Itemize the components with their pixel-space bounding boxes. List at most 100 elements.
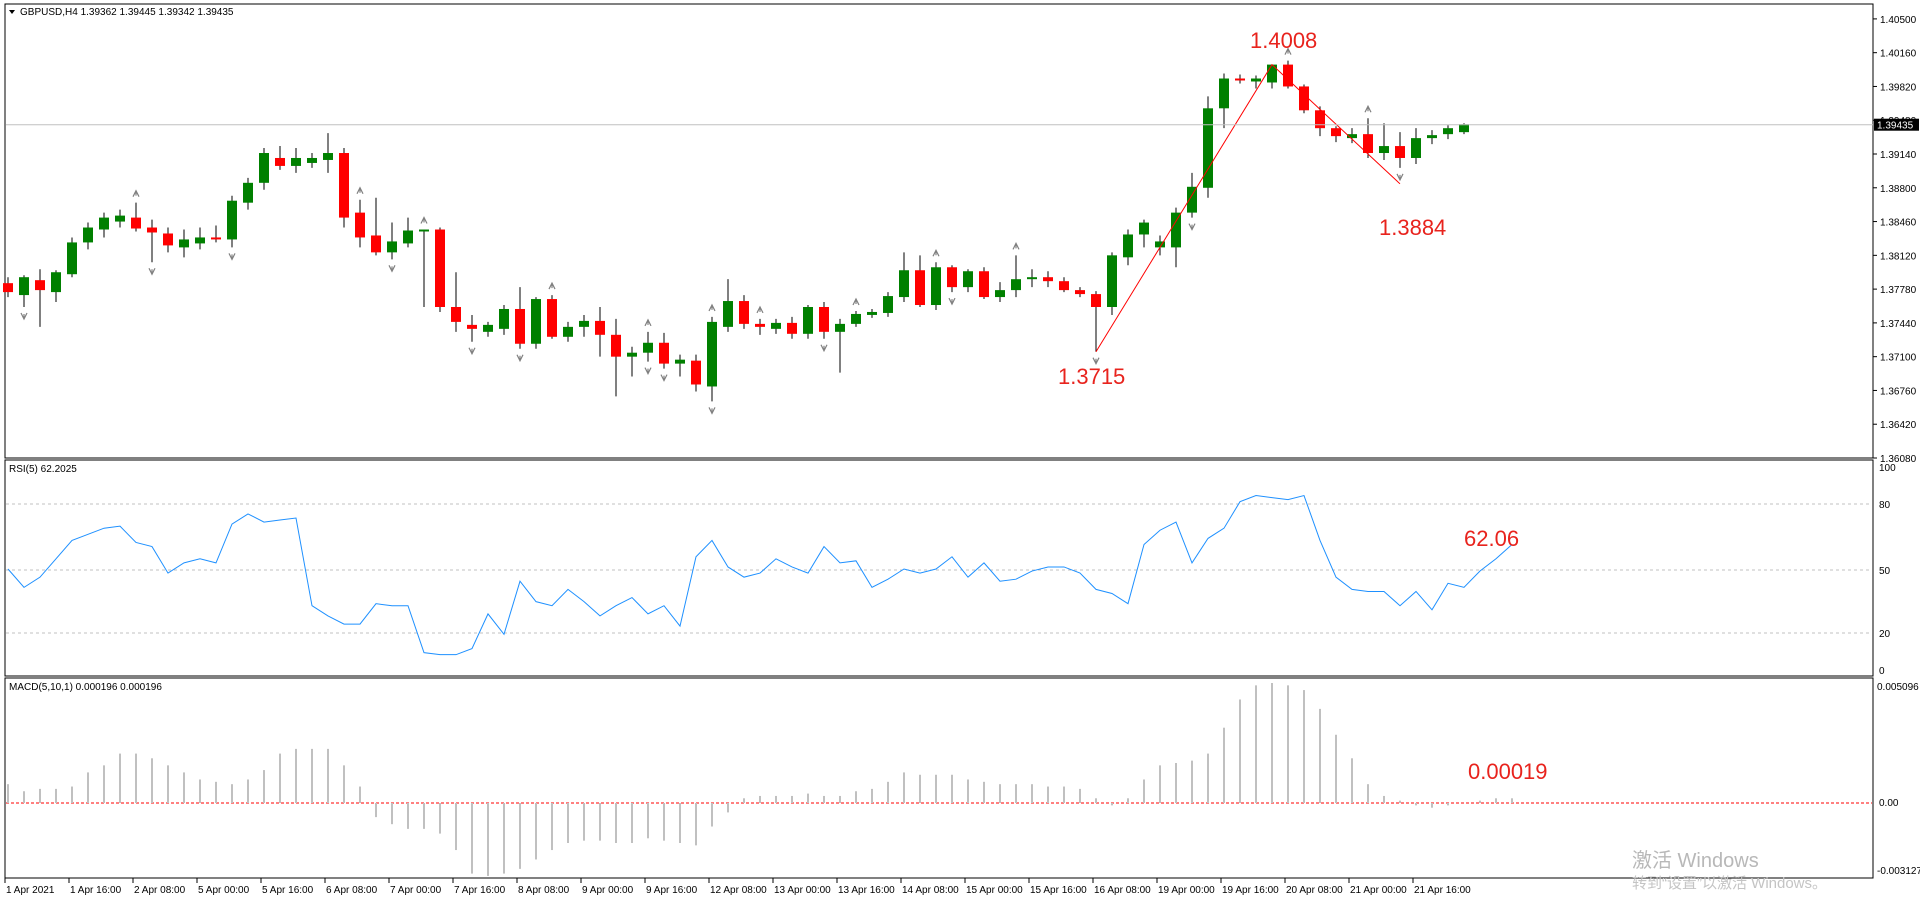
candle-body	[531, 299, 541, 344]
candle-body	[1251, 78, 1261, 82]
candle-body	[643, 342, 653, 353]
candle-body	[211, 237, 221, 240]
time-tick-label: 1 Apr 16:00	[70, 885, 122, 896]
candle-body	[3, 283, 13, 293]
fractal-down-arrow	[516, 354, 524, 363]
price-tick-label: 1.37100	[1880, 353, 1917, 364]
zigzag-line	[1095, 63, 1401, 352]
candle-body	[1459, 124, 1469, 133]
time-tick-label: 19 Apr 00:00	[1158, 885, 1215, 896]
macd-series	[6, 683, 1872, 876]
candle-body	[67, 242, 77, 275]
candle-body	[99, 217, 109, 230]
price-tick-label: 1.37440	[1880, 319, 1917, 330]
candle-body	[1283, 64, 1293, 87]
fractal-up-arrow	[356, 186, 364, 194]
rsi-level-100: 100	[1879, 463, 1896, 474]
price-tick-label: 1.38120	[1880, 251, 1917, 262]
watermark-subtitle: 转到“设置”以激活 Windows。	[1632, 875, 1827, 892]
candle-body	[1235, 78, 1245, 81]
candle-body	[451, 306, 461, 322]
price-tick-label: 1.40160	[1880, 49, 1917, 60]
candle-body	[323, 153, 333, 160]
candle-body	[627, 352, 637, 357]
annotation-macd: 0.00019	[1468, 759, 1548, 784]
fractal-down-arrow	[1396, 173, 1404, 182]
fractal-up-arrow	[644, 318, 652, 327]
time-tick-label: 8 Apr 08:00	[518, 885, 570, 896]
fractal-up-arrow	[548, 281, 556, 290]
rsi-pane[interactable]	[4, 459, 1874, 677]
candle-body	[371, 235, 381, 253]
annotation-low: 1.3715	[1058, 364, 1125, 389]
candle-body	[755, 323, 765, 327]
macd-axis-bottom: -0.003127	[1877, 866, 1920, 877]
candle-body	[275, 157, 285, 166]
rsi-level-20: 20	[1879, 629, 1891, 640]
candle-body	[931, 267, 941, 306]
rsi-level-lines	[6, 503, 1872, 634]
price-pane[interactable]	[4, 3, 1874, 459]
candle-body	[179, 239, 189, 248]
price-tick-label: 1.40500	[1880, 15, 1917, 26]
time-tick-label: 15 Apr 00:00	[966, 885, 1023, 896]
candle-body	[467, 324, 477, 329]
time-tick-label: 2 Apr 08:00	[134, 885, 186, 896]
price-tick-label: 1.39820	[1880, 82, 1917, 93]
candle-body	[579, 320, 589, 327]
candle-body	[1379, 146, 1389, 154]
candle-body	[403, 230, 413, 244]
candle-body	[1203, 108, 1213, 188]
candle-body	[739, 301, 749, 324]
candle-body	[291, 157, 301, 166]
candle-body	[547, 299, 557, 337]
fractal-down-arrow	[1188, 223, 1196, 231]
candle-body	[339, 153, 349, 218]
rsi-level-80: 80	[1879, 500, 1891, 511]
price-tick-label: 1.36760	[1880, 386, 1917, 397]
candle-body	[803, 306, 813, 334]
candle-body	[1347, 134, 1357, 139]
time-tick-label: 20 Apr 08:00	[1286, 885, 1343, 896]
fractal-up-arrow	[1012, 241, 1020, 250]
price-tick-label: 1.39140	[1880, 150, 1917, 161]
fractal-down-arrow	[660, 374, 668, 382]
time-tick-label: 5 Apr 00:00	[198, 885, 250, 896]
fractal-down-arrow	[708, 407, 716, 415]
candles	[3, 60, 1469, 402]
price-tick-label: 1.38460	[1880, 218, 1917, 229]
time-tick-label: 14 Apr 08:00	[902, 885, 959, 896]
candle-body	[1011, 279, 1021, 291]
macd-pane[interactable]	[4, 677, 1874, 879]
candle-body	[1299, 86, 1309, 111]
candle-body	[659, 342, 669, 364]
rsi-series	[7, 494, 1513, 656]
fractal-up-arrow	[1284, 47, 1292, 55]
time-tick-label: 5 Apr 16:00	[262, 885, 314, 896]
annotation-high: 1.4008	[1250, 28, 1317, 53]
fractals	[20, 47, 1404, 415]
candle-body	[707, 321, 717, 387]
time-tick-label: 13 Apr 16:00	[838, 885, 895, 896]
current-price-label: 1.39435	[1877, 121, 1914, 132]
candle-body	[1059, 281, 1069, 291]
symbol-menu-arrow-icon[interactable]	[9, 10, 15, 14]
fractal-up-arrow	[708, 303, 716, 312]
time-tick-label: 21 Apr 16:00	[1414, 885, 1471, 896]
time-tick-label: 7 Apr 00:00	[390, 885, 442, 896]
candle-body	[1331, 128, 1341, 137]
candle-body	[259, 153, 269, 183]
time-tick-label: 6 Apr 08:00	[326, 885, 378, 896]
candle-body	[195, 237, 205, 244]
time-tick-label: 7 Apr 16:00	[454, 885, 506, 896]
fractal-up-arrow	[756, 305, 764, 314]
time-tick-label: 9 Apr 00:00	[582, 885, 634, 896]
candle-body	[691, 360, 701, 385]
time-tick-label: 13 Apr 00:00	[774, 885, 831, 896]
zigzag	[1095, 63, 1401, 352]
candle-body	[963, 271, 973, 288]
candle-body	[1187, 186, 1197, 213]
candle-body	[1363, 134, 1373, 154]
candle-body	[435, 229, 445, 307]
